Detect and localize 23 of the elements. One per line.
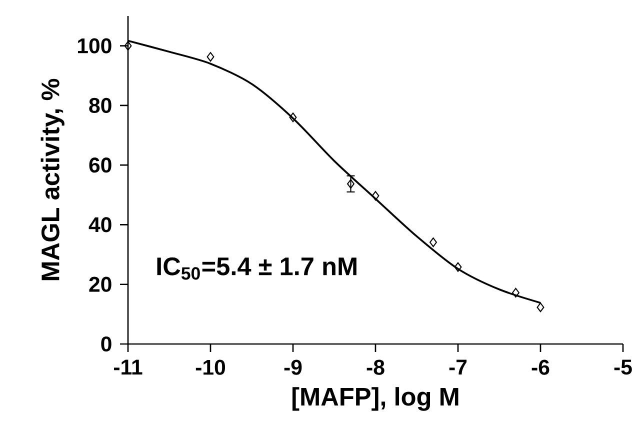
x-tick-label: -10 [196,360,226,375]
x-tick-label: -11 [114,360,142,374]
x-tick-label: -9 [284,360,302,375]
point [347,179,354,189]
x-tick-label: -8 [366,360,384,375]
y-tick-label: 60 [89,158,112,173]
x-tick-label: -5 [614,360,632,375]
y-tick-label: 0 [101,336,112,352]
x-axis-title: [MAFP], log M [292,387,458,411]
y-axis-title: MAGL activity, % [40,78,64,280]
annotation: IC$_{50}$=5.4 ± 1.7 nM [157,257,356,280]
point [454,262,462,272]
y-tick-label: 40 [88,217,112,232]
y-tick-label: 80 [89,98,112,113]
point [512,288,520,298]
y-tick-label: 100 [78,38,112,54]
point [206,52,214,62]
x-tick-label: -6 [532,360,550,375]
point [289,112,297,122]
point [372,190,380,201]
point [430,238,437,248]
x-tick-label: -7 [449,360,467,374]
y-tick-label: 20 [89,276,112,292]
